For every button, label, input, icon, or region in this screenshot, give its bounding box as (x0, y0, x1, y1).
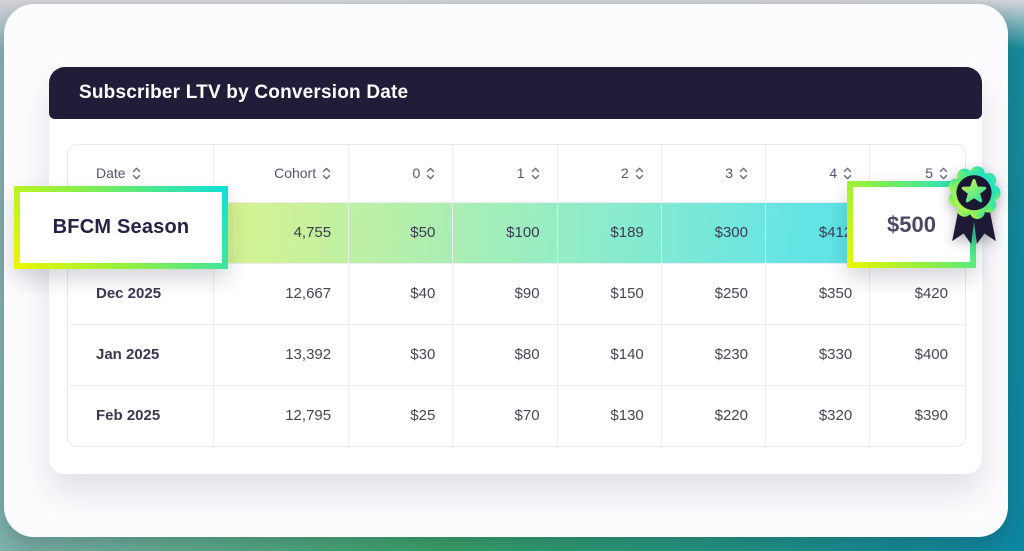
column-label: Cohort (274, 165, 317, 182)
sort-arrows-icon (427, 167, 435, 180)
column-header-cohort[interactable]: Cohort (213, 145, 350, 203)
cell-cohort: 13,392 (213, 324, 350, 386)
cell-ltv-0: $30 (348, 324, 454, 386)
column-header-month-3[interactable]: 3 (661, 145, 766, 203)
sort-arrows-icon (939, 167, 948, 180)
cell-cohort: 12,795 (213, 385, 350, 446)
cell-ltv-4: $350 (765, 263, 871, 325)
column-header-month-1[interactable]: 1 (452, 145, 558, 203)
cell-ltv-0: $50 (348, 202, 454, 264)
cell-ltv-4: $320 (765, 385, 871, 446)
sort-arrows-icon (322, 167, 331, 180)
cell-ltv-0: $40 (348, 263, 454, 325)
cell-cohort: 4,755 (213, 202, 350, 264)
sort-arrows-icon (844, 167, 852, 180)
cell-ltv-5: $400 (869, 324, 965, 386)
column-label: 0 (412, 165, 421, 182)
table-row-dec-2025: Dec 2025 12,667 $40 $90 $150 $250 $350 $… (68, 263, 965, 325)
column-label: Date (96, 165, 126, 182)
cell-ltv-5: $390 (914, 407, 948, 425)
table-row-jan-2025: Jan 2025 13,392 $30 $80 $140 $230 $330 $… (68, 324, 965, 386)
cell-ltv-1: $70 (452, 385, 558, 446)
sort-arrows-icon (739, 167, 748, 180)
bfcm-season-label: BFCM Season (52, 216, 190, 238)
column-label: 2 (620, 165, 629, 182)
cell-ltv-1: $100 (452, 202, 558, 264)
card-title: Subscriber LTV by Conversion Date (79, 82, 409, 103)
cell-ltv-0: $25 (348, 385, 454, 446)
sort-arrows-icon (132, 167, 140, 180)
page-surface: Subscriber LTV by Conversion Date Date (4, 4, 1008, 537)
ltv-table: Date Cohort 0 (67, 144, 966, 447)
cell-ltv-4: $330 (765, 324, 871, 386)
card-header: Subscriber LTV by Conversion Date (49, 67, 982, 119)
cell-date: Feb 2025 (68, 385, 214, 446)
sort-arrows-icon (635, 167, 643, 180)
cell-ltv-3: $230 (661, 324, 766, 386)
bfcm-season-callout: BFCM Season (14, 186, 228, 269)
cell-date: Dec 2025 (68, 263, 214, 325)
cell-ltv-3: $220 (661, 385, 766, 446)
column-label: 3 (725, 165, 733, 182)
cell-ltv-5: $420 (869, 263, 965, 325)
cell-ltv-2: $130 (557, 385, 662, 446)
ltv-month5-value: $500 (887, 211, 936, 237)
sort-arrows-icon (531, 167, 539, 180)
award-rosette-star-icon (948, 166, 1001, 244)
cell-ltv-2: $189 (557, 202, 662, 264)
column-label: 1 (516, 165, 525, 182)
table-row-feb-2025: Feb 2025 12,795 $25 $70 $130 $220 $320 $… (68, 385, 965, 446)
column-header-month-2[interactable]: 2 (557, 145, 662, 203)
column-label: 5 (925, 165, 933, 182)
cell-date: Jan 2025 (68, 324, 214, 386)
cell-ltv-2: $140 (557, 324, 662, 386)
ltv-table-card: Subscriber LTV by Conversion Date Date (49, 67, 982, 474)
column-label: 4 (829, 165, 838, 182)
cell-ltv-3: $250 (661, 263, 766, 325)
cell-ltv-3: $300 (661, 202, 766, 264)
column-header-month-0[interactable]: 0 (348, 145, 454, 203)
cell-cohort: 12,667 (213, 263, 350, 325)
cell-ltv-2: $150 (557, 263, 662, 325)
cell-ltv-1: $90 (452, 263, 558, 325)
cell-ltv-1: $80 (452, 324, 558, 386)
